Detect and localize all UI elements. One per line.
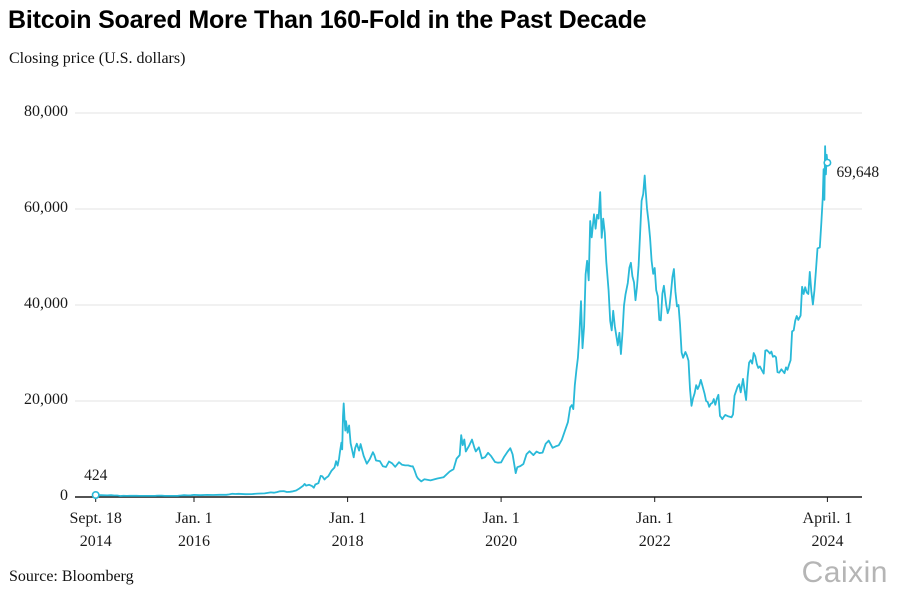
x-tick-label: Jan. 1 2016	[175, 510, 213, 551]
end-marker	[823, 158, 832, 167]
chart-title: Bitcoin Soared More Than 160-Fold in the…	[8, 6, 647, 34]
start-marker	[91, 490, 100, 499]
y-tick-label: 0	[60, 487, 68, 504]
x-tick-label: Sept. 18 2014	[69, 510, 122, 551]
y-tick-label: 20,000	[24, 391, 68, 408]
y-tick-label: 40,000	[24, 295, 68, 312]
x-tick-label: Jan. 1 2020	[482, 510, 520, 551]
price-line	[94, 145, 829, 497]
y-tick-label: 80,000	[24, 103, 68, 120]
annotation-end-value: 69,648	[836, 163, 880, 181]
source-credit: Source: Bloomberg	[9, 568, 134, 585]
x-tick-label: Jan. 1 2022	[636, 510, 674, 551]
annotation-start-value: 424	[84, 466, 108, 484]
chart-subtitle: Closing price (U.S. dollars)	[9, 50, 186, 67]
y-tick-label: 60,000	[24, 199, 68, 216]
x-tick-label: Jan. 1 2018	[328, 510, 367, 551]
x-tick-label: April. 1 2024	[802, 510, 853, 551]
caixin-logo: Caixin	[801, 556, 888, 589]
